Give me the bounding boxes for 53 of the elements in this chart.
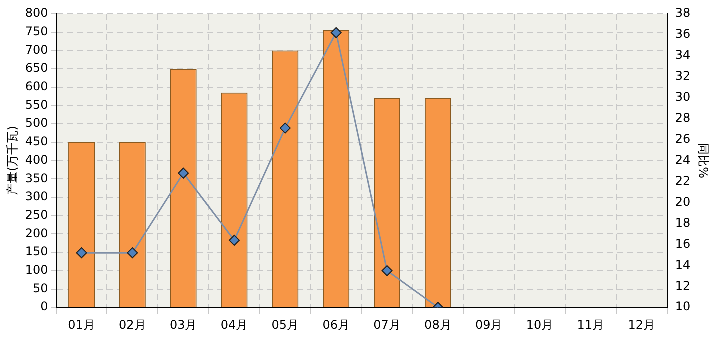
y2-tick-label: 32 xyxy=(675,69,691,84)
y-tick-label: 250 xyxy=(25,208,48,222)
y2-tick-label: 24 xyxy=(675,152,691,167)
x-tick-label: 01月 xyxy=(68,318,96,332)
y2-tick-label: 28 xyxy=(675,110,691,125)
y2-tick-label: 36 xyxy=(675,27,691,42)
x-tick-label: 07月 xyxy=(374,318,401,332)
x-tick-label: 04月 xyxy=(220,318,248,332)
y-tick-label: 700 xyxy=(25,42,48,57)
point xyxy=(382,265,393,276)
x-tick-label: 11月 xyxy=(577,318,605,332)
x-tick-label: 03月 xyxy=(170,318,198,332)
x-tick-label: 09月 xyxy=(475,318,503,332)
y2-tick-label: 26 xyxy=(675,132,691,146)
y-tick-label: 350 xyxy=(25,171,48,186)
y2-tick-label: 38 xyxy=(675,6,691,20)
y-tick-label: 500 xyxy=(25,116,48,130)
point xyxy=(178,168,190,179)
y2-tick-label: 12 xyxy=(675,278,691,293)
x-tick-label: 02月 xyxy=(119,318,146,332)
y-tick-label: 650 xyxy=(25,61,48,76)
y2-tick-label: 22 xyxy=(675,174,691,188)
y-axis-title: 产量(万千瓦) xyxy=(5,126,20,196)
y2-tick-label: 10 xyxy=(675,300,691,314)
y-tick-label: 800 xyxy=(25,6,48,20)
y-tick-label: 550 xyxy=(25,98,48,112)
y2-tick-label: 30 xyxy=(675,90,691,104)
x-tick-label: 06月 xyxy=(322,318,350,332)
y-tick-label: 100 xyxy=(25,263,48,278)
y2-tick-label: 20 xyxy=(675,194,691,209)
y2-tick-label: 18 xyxy=(675,216,691,230)
x-tick-label: 08月 xyxy=(424,318,452,332)
point xyxy=(229,234,240,246)
x-tick-label: 05月 xyxy=(272,318,300,332)
y2-tick-label: 16 xyxy=(675,236,691,251)
x-tick-label: 12月 xyxy=(628,318,656,332)
y-tick-label: 600 xyxy=(25,80,48,94)
y-tick-label: 0 xyxy=(40,300,48,314)
y-tick-label: 200 xyxy=(25,226,48,240)
y-tick-label: 150 xyxy=(25,244,48,259)
y-tick-label: 450 xyxy=(25,134,48,149)
point xyxy=(330,27,342,38)
point xyxy=(280,122,291,134)
y2-tick-label: 34 xyxy=(675,48,691,62)
y-tick-label: 400 xyxy=(25,152,48,167)
y2-tick-label: 14 xyxy=(675,258,691,272)
x-tick-label: 10月 xyxy=(526,318,554,332)
point xyxy=(127,248,138,259)
point xyxy=(76,248,88,259)
y-tick-label: 50 xyxy=(33,281,48,296)
y-tick-label: 750 xyxy=(25,24,48,38)
y2-axis-title: 同比% xyxy=(696,143,711,179)
y-tick-label: 300 xyxy=(25,190,48,204)
